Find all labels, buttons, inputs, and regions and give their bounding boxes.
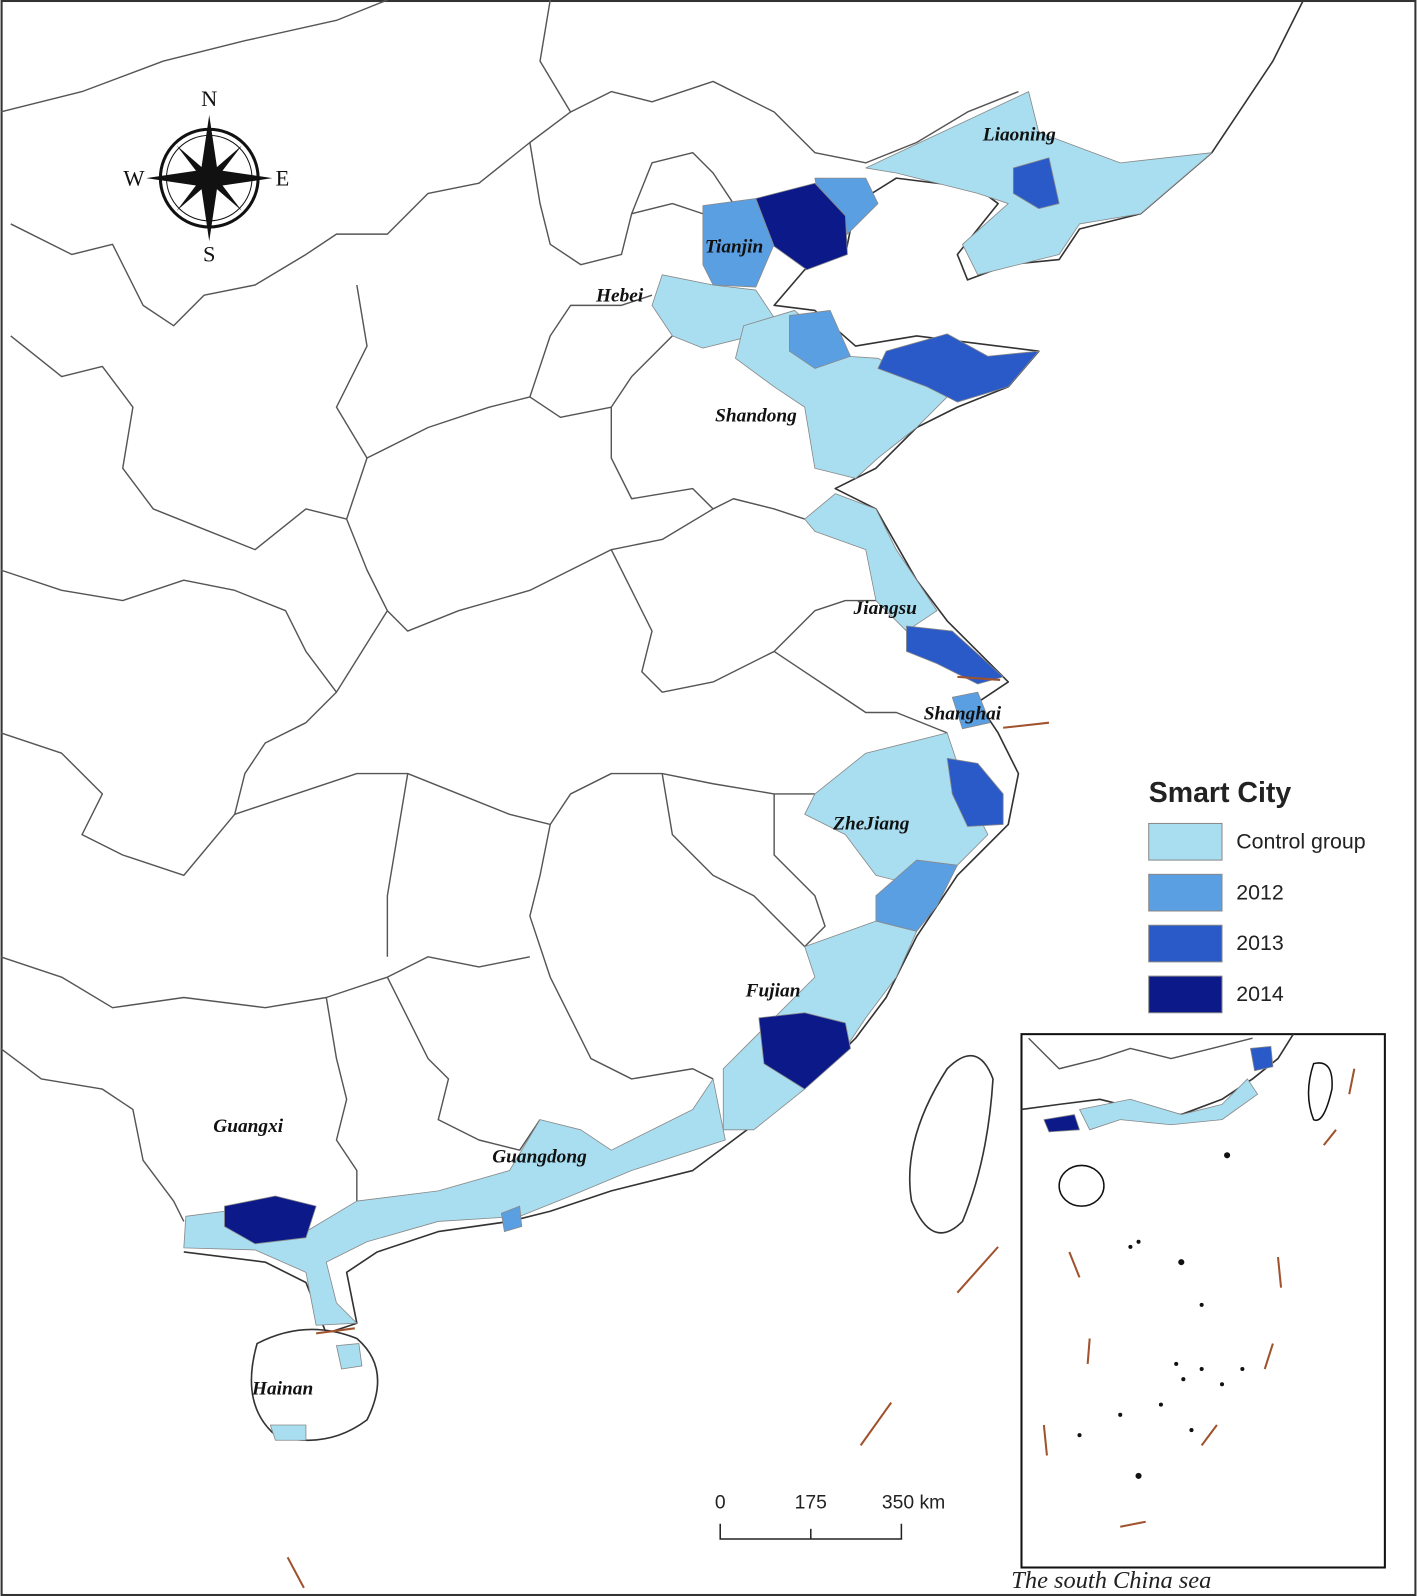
region [336,1343,363,1370]
province-label: Tianjin [705,236,763,257]
region [946,757,1004,827]
region [269,1424,307,1441]
province-label: Guangxi [213,1116,283,1137]
inset-region [1250,1045,1274,1072]
region [789,310,851,369]
province-label: Liaoning [982,124,1056,145]
province-label: Guangdong [492,1146,587,1167]
smart-city-regions [183,91,1213,1441]
region [500,1205,523,1233]
region [1012,157,1060,210]
compass-east: E [276,165,290,190]
legend-label: Control group [1236,829,1365,853]
inset-caption: The south China sea [1011,1567,1211,1594]
legend-swatch [1148,924,1223,963]
legend-label: 2014 [1236,982,1284,1006]
inset-region [1043,1114,1080,1133]
scale-bar: 0 175 350 km [715,1492,945,1540]
compass-north: N [201,86,217,111]
legend-label: 2012 [1236,880,1284,904]
province-boundaries [0,0,1019,1222]
region [758,1012,851,1090]
legend: Smart City Control group 2012 2013 2014 [1148,777,1366,1014]
legend-swatch [1148,873,1223,912]
legend-swatch [1148,975,1223,1014]
scale-label: 175 [795,1492,827,1513]
province-labels: Liaoning Tianjin Hebei Shandong Jiangsu Shang… [213,124,1056,1399]
legend-title: Smart City [1149,777,1292,809]
region [755,182,848,271]
boundary-dashes [286,675,1050,1589]
province-label: Hebei [595,285,644,306]
taiwan-island [908,1054,994,1234]
region [877,333,1040,403]
province-label: Shandong [715,405,797,426]
inset-frame [1020,1033,1386,1569]
scale-label: 350 km [882,1492,945,1513]
scale-label: 0 [715,1492,726,1513]
region [224,1195,317,1245]
compass-west: W [123,165,145,190]
province-label: Jiangsu [853,598,918,619]
inset: The south China sea [1011,1033,1386,1594]
legend-label: 2013 [1236,931,1284,955]
region [906,625,1004,685]
region [804,493,938,632]
province-label: Hainan [251,1378,313,1399]
province-label: ZheJiang [832,814,910,835]
province-label: Shanghai [924,704,1002,725]
province-label: Fujian [745,980,801,1001]
compass: N S E W [123,86,289,267]
compass-south: S [203,242,215,267]
region [951,691,991,730]
legend-swatch [1148,822,1223,861]
inset-region [1079,1078,1259,1131]
